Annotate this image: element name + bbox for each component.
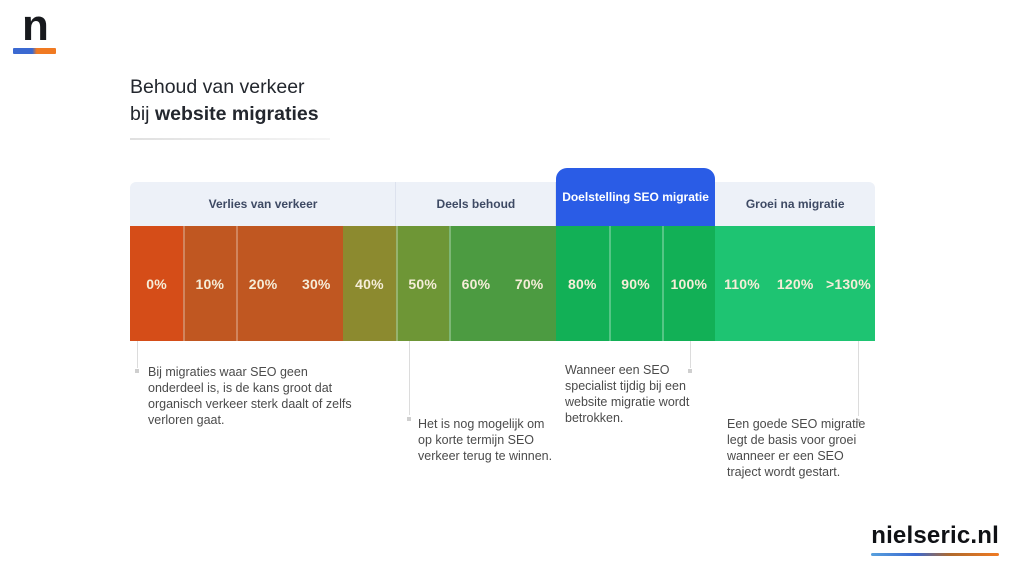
- brand-logo-letter: n: [22, 1, 49, 50]
- brand-underline: [871, 553, 999, 556]
- bar-segment: 10%: [183, 226, 237, 341]
- group-verlies-van-verkeer: Verlies van verkeer: [130, 182, 397, 226]
- annotation-groei: Een goede SEO migratie legt de basis voo…: [727, 417, 866, 479]
- bar-segment: 60%: [449, 226, 503, 341]
- group-doelstelling-seo-migratie: Doelstelling SEO migratie: [555, 168, 716, 226]
- bar-segment: 50%: [396, 226, 450, 341]
- bar-segment: 110%: [715, 226, 769, 341]
- bar-segment: 80%: [555, 226, 609, 341]
- connector-line: [137, 341, 138, 368]
- title-line1: Behoud van verkeer: [130, 76, 305, 98]
- group-deels-behoud: Deels behoud: [396, 182, 556, 226]
- brand-logo-underline: [13, 48, 56, 54]
- connector-dot: [688, 369, 692, 373]
- footer: nielseric.nl: [871, 522, 999, 556]
- title-underline: [130, 138, 330, 140]
- bar-segment: 70%: [502, 226, 556, 341]
- connector-line: [858, 341, 859, 416]
- bar-segment: 90%: [608, 226, 663, 341]
- annotation-deels-behoud: Het is nog mogelijk om op korte termijn …: [418, 417, 553, 463]
- percentage-bar: 0% 10% 20% 30% 40% 50% 60% 70% 80% 90% 1…: [130, 226, 876, 341]
- connector-line: [409, 341, 410, 415]
- bar-segment: >130%: [821, 226, 876, 341]
- bar-segment: 120%: [768, 226, 822, 341]
- bar-segment: 40%: [342, 226, 397, 341]
- traffic-retention-chart: Verlies van verkeer Deels behoud Doelste…: [130, 168, 876, 341]
- connector-dot: [856, 419, 860, 423]
- page-title: Behoud van verkeer bij website migraties: [130, 74, 319, 128]
- annotation-doelstelling: Wanneer een SEO specialist tijdig bij ee…: [565, 363, 690, 425]
- title-line2-bold: website migraties: [154, 103, 319, 125]
- title-line2-prefix: bij: [130, 103, 155, 125]
- chart-header-row: Verlies van verkeer Deels behoud Doelste…: [130, 168, 875, 226]
- connector-dot: [407, 417, 411, 421]
- annotation-verlies: Bij migraties waar SEO geen onderdeel is…: [148, 365, 352, 427]
- bar-segment: 100%: [662, 226, 716, 341]
- bar-segment: 0%: [130, 226, 184, 341]
- group-groei-na-migratie: Groei na migratie: [715, 182, 875, 226]
- bar-segment: 20%: [236, 226, 290, 341]
- bar-segment: 30%: [289, 226, 343, 341]
- connector-dot: [135, 369, 139, 373]
- connector-line: [690, 341, 691, 368]
- brand-name: nielseric.nl: [871, 522, 999, 549]
